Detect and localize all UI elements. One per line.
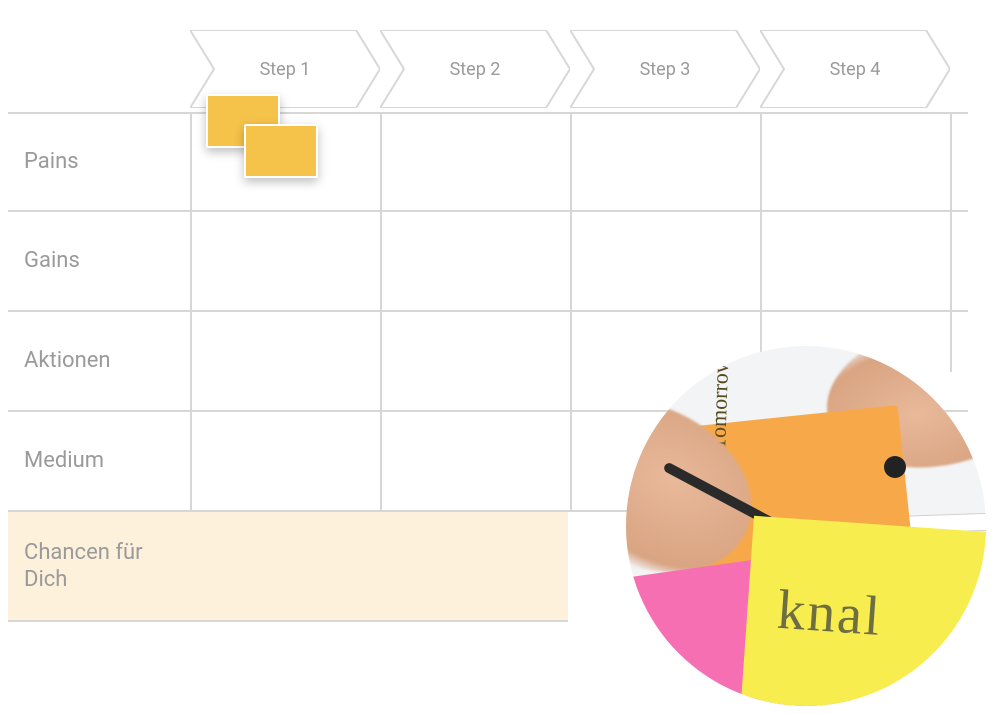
row-label: Chancen für Dich <box>8 539 190 594</box>
yellow-sticky-note: knal <box>739 516 986 706</box>
step-label: Step 4 <box>830 59 881 80</box>
step-label: Step 2 <box>450 59 501 80</box>
step-chevron-3: Step 3 <box>570 30 760 108</box>
steps-header: Step 1 Step 2 Step 3 Step 4 <box>190 30 950 108</box>
row-label: Pains <box>8 148 190 176</box>
row-gains: Gains <box>8 212 968 312</box>
black-bead <box>884 456 906 478</box>
row-chancen: Chancen für Dich <box>8 512 568 622</box>
row-label: Gains <box>8 247 190 275</box>
photo-overlay-circle: Tomorrow knal <box>626 346 986 706</box>
row-label: Aktionen <box>8 347 190 375</box>
row-pains: Pains <box>8 112 968 212</box>
step-label: Step 3 <box>640 59 691 80</box>
step-chevron-2: Step 2 <box>380 30 570 108</box>
sticky-note-icon <box>244 124 318 178</box>
step-label: Step 1 <box>260 59 311 80</box>
yellow-note-text: knal <box>775 578 884 649</box>
step-chevron-4: Step 4 <box>760 30 950 108</box>
photo-scene: Tomorrow knal <box>626 346 986 706</box>
row-label: Medium <box>8 447 190 475</box>
